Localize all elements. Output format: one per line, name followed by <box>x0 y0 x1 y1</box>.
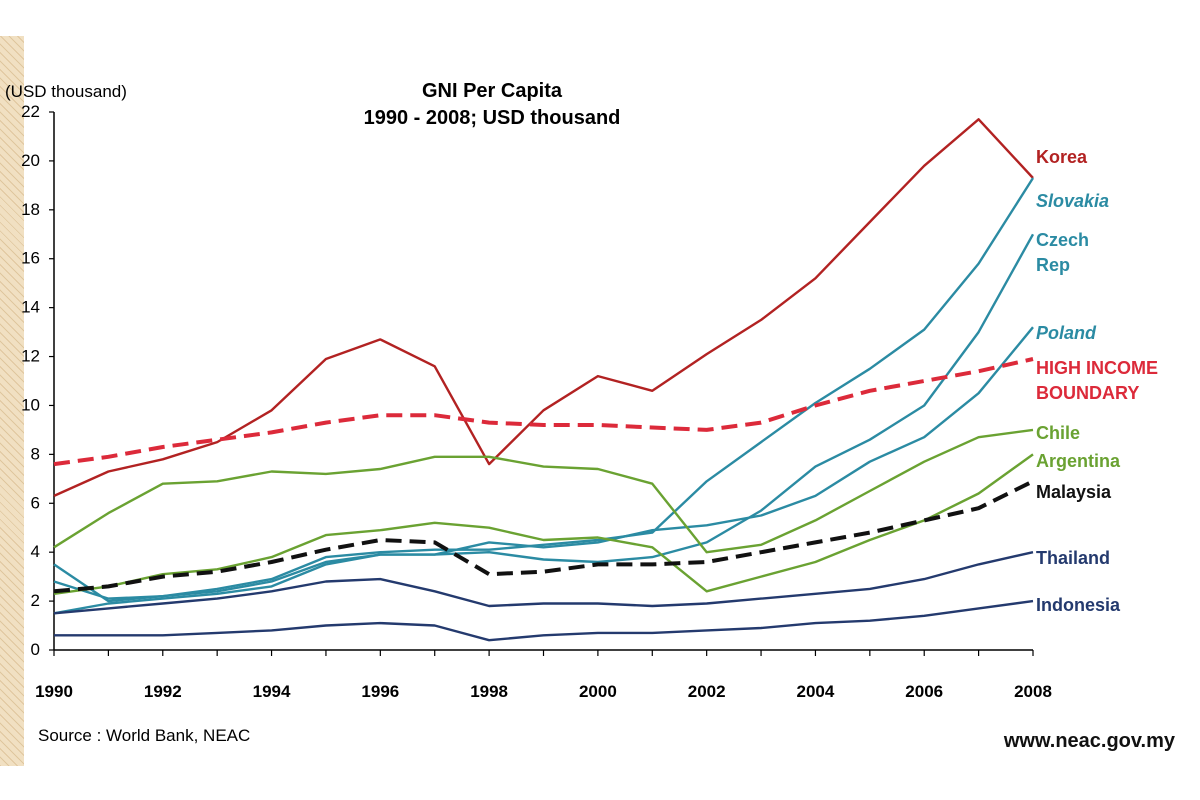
series-label-korea: Korea <box>1036 147 1088 167</box>
series-line-czech-rep <box>53 326 1034 600</box>
x-tick-label: 2004 <box>797 682 835 701</box>
series-label-slovakia: Slovakia <box>1036 191 1109 211</box>
series-line-slovakia <box>53 233 1035 615</box>
y-axis-unit-label: (USD thousand) <box>5 82 127 101</box>
decorative-side-stripe <box>0 36 24 766</box>
source-note: Source : World Bank, NEAC <box>38 726 250 745</box>
x-tick-label: 1994 <box>253 682 291 701</box>
series-label-high-income-boundary: HIGH INCOME <box>1036 358 1158 378</box>
y-tick-label: 0 <box>31 640 40 659</box>
series-label-czech-rep: Czech <box>1036 230 1089 250</box>
series-line-korea <box>53 118 1034 497</box>
x-tick-label: 2000 <box>579 682 617 701</box>
series-label-malaysia: Malaysia <box>1036 482 1112 502</box>
axes: 0 2 4 6 8 10 12 14 16 18 20 22 1990 1992 1994 1996 1998 2… <box>21 102 1052 701</box>
y-tick-label: 10 <box>21 395 40 414</box>
y-tick-label: 20 <box>21 151 40 170</box>
website-url: www.neac.gov.my <box>1003 730 1176 752</box>
y-tick-label: 16 <box>21 249 40 268</box>
series-line-chile <box>53 428 1034 554</box>
series-label-czech-rep: Rep <box>1036 255 1070 275</box>
series-lines <box>53 118 1035 642</box>
x-tick-label: 1996 <box>361 682 399 701</box>
series-label-argentina: Argentina <box>1036 451 1121 471</box>
chart-title: GNI Per Capita <box>422 80 563 102</box>
series-line-poland <box>53 177 1035 603</box>
x-tick-label: 2008 <box>1014 682 1052 701</box>
x-tick-label: 1998 <box>470 682 508 701</box>
series-line-malaysia <box>53 479 1034 594</box>
series-label-high-income-boundary: BOUNDARY <box>1036 383 1139 403</box>
y-tick-label: 12 <box>21 347 40 366</box>
y-tick-label: 8 <box>31 444 40 463</box>
y-tick-label: 6 <box>31 493 40 512</box>
series-line-argentina <box>53 453 1034 595</box>
x-tick-label: 1990 <box>35 682 73 701</box>
series-label-indonesia: Indonesia <box>1036 595 1121 615</box>
series-line-indonesia <box>54 599 1034 642</box>
x-tick-label: 2002 <box>688 682 726 701</box>
series-label-poland: Poland <box>1036 323 1097 343</box>
y-tick-label: 18 <box>21 200 40 219</box>
y-tick-label: 4 <box>31 542 40 561</box>
series-labels: Korea Slovakia Czech Rep Poland HIGH INCOME BO… <box>1036 147 1158 615</box>
x-tick-label: 2006 <box>905 682 943 701</box>
chart-subtitle: 1990 - 2008; USD thousand <box>364 107 621 129</box>
y-tick-label: 2 <box>31 591 40 610</box>
y-tick-label: 22 <box>21 102 40 121</box>
series-line-thailand <box>53 551 1034 615</box>
series-label-chile: Chile <box>1036 423 1080 443</box>
x-tick-label: 1992 <box>144 682 182 701</box>
series-label-thailand: Thailand <box>1036 548 1110 568</box>
y-tick-label: 14 <box>21 298 40 317</box>
series-line-high-income-boundary <box>53 357 1034 467</box>
